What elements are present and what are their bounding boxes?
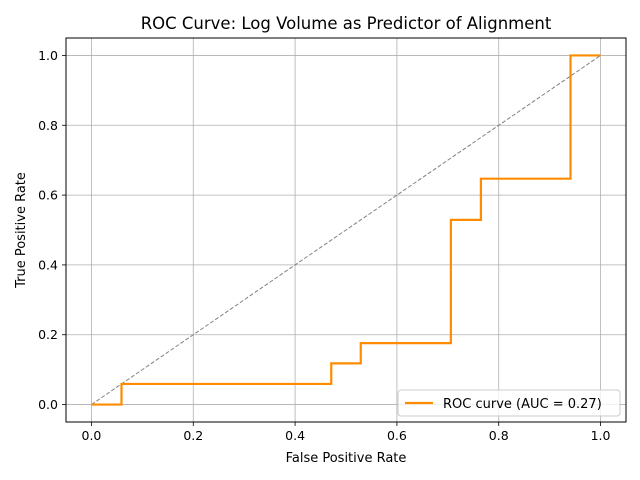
x-tick-label: 1.0 <box>591 428 611 443</box>
chart-title: ROC Curve: Log Volume as Predictor of Al… <box>141 14 552 33</box>
plot-frame <box>65 37 627 423</box>
y-tick-label: 0.8 <box>38 118 58 133</box>
roc-curve-line <box>91 54 601 406</box>
y-tick-label: 0.0 <box>38 397 58 412</box>
y-tick-label: 0.2 <box>38 327 58 342</box>
series-layer <box>91 54 601 406</box>
x-tick-label: 0.4 <box>285 428 305 443</box>
x-tick-label: 0.0 <box>82 428 102 443</box>
y-tick-label: 1.0 <box>38 48 58 63</box>
legend: ROC curve (AUC = 0.27) <box>397 389 621 417</box>
legend-box <box>397 389 621 417</box>
x-tick-label: 0.6 <box>387 428 407 443</box>
y-tick-label: 0.4 <box>38 257 58 272</box>
x-tick-label: 0.2 <box>183 428 203 443</box>
y-axis-label: True Positive Rate <box>14 172 29 289</box>
chance-diagonal-line <box>91 55 601 405</box>
x-tick-label: 0.8 <box>489 428 509 443</box>
grid <box>66 38 626 422</box>
legend-label-roc: ROC curve (AUC = 0.27) <box>443 397 602 412</box>
x-axis-label: False Positive Rate <box>286 451 407 466</box>
ticks: 0.0 0.2 0.4 0.6 0.8 1.0 0.0 0.2 0.4 0.6 0.8 1.0 <box>38 48 610 443</box>
y-tick-label: 0.6 <box>38 188 58 203</box>
